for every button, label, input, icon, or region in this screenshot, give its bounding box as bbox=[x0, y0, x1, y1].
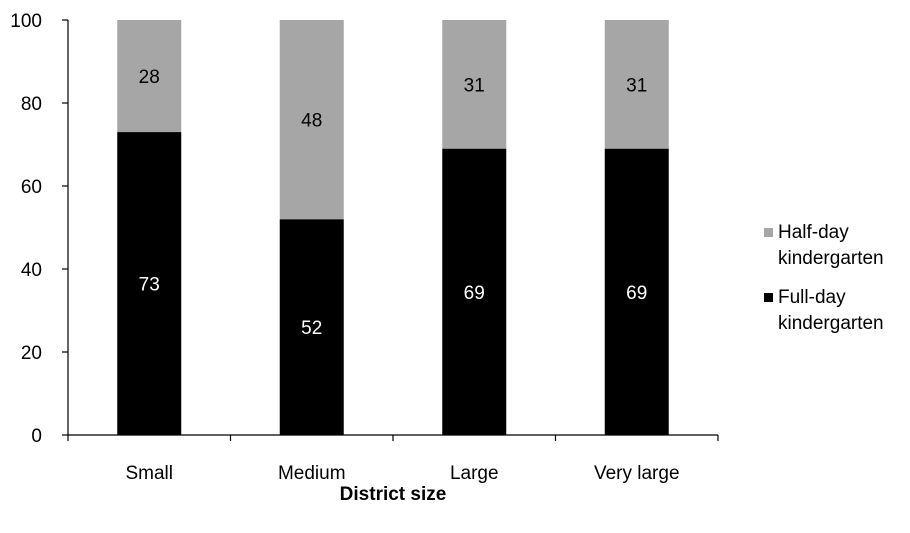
legend-label: kindergarten bbox=[778, 248, 884, 269]
data-label: 73 bbox=[139, 275, 160, 296]
data-label: 28 bbox=[139, 67, 160, 88]
plot-area: 73 28 52 48 69 31 69 31 bbox=[117, 20, 669, 436]
x-tick-label: Large bbox=[450, 463, 499, 484]
x-tick-label: Small bbox=[125, 463, 173, 484]
data-label: 69 bbox=[626, 283, 647, 304]
bar-segment bbox=[279, 219, 344, 435]
legend-swatch bbox=[764, 228, 773, 237]
x-axis-title: District size bbox=[340, 484, 447, 505]
legend-swatch bbox=[764, 293, 773, 302]
data-label: 31 bbox=[626, 75, 647, 96]
bar-segment bbox=[604, 20, 669, 149]
legend: Half-day kindergarten Full-day kindergarten bbox=[764, 222, 884, 334]
bar-segment bbox=[604, 148, 669, 435]
bar-segment bbox=[442, 20, 507, 149]
x-tick-label: Medium bbox=[278, 463, 346, 484]
y-tick-label: 60 bbox=[21, 177, 42, 198]
data-label: 52 bbox=[301, 318, 322, 339]
y-tick-label: 20 bbox=[21, 343, 42, 364]
x-tick-label: Very large bbox=[594, 463, 680, 484]
y-tick-label: 80 bbox=[21, 94, 42, 115]
y-tick-label: 40 bbox=[21, 260, 42, 281]
data-label: 48 bbox=[301, 111, 322, 132]
axes: 0 20 40 60 80 100 Small Medium Large Very large bbox=[10, 11, 719, 484]
legend-label: kindergarten bbox=[778, 313, 884, 334]
bar-segment bbox=[117, 132, 182, 436]
bar-segment bbox=[279, 20, 344, 220]
bar-segment bbox=[442, 148, 507, 435]
y-tick-label: 0 bbox=[31, 426, 42, 447]
data-label: 31 bbox=[464, 75, 485, 96]
legend-label: Half-day bbox=[778, 222, 849, 243]
bar-segment bbox=[117, 20, 182, 133]
data-label: 69 bbox=[464, 283, 485, 304]
legend-label: Full-day bbox=[778, 287, 846, 308]
y-tick-label: 100 bbox=[10, 11, 42, 32]
